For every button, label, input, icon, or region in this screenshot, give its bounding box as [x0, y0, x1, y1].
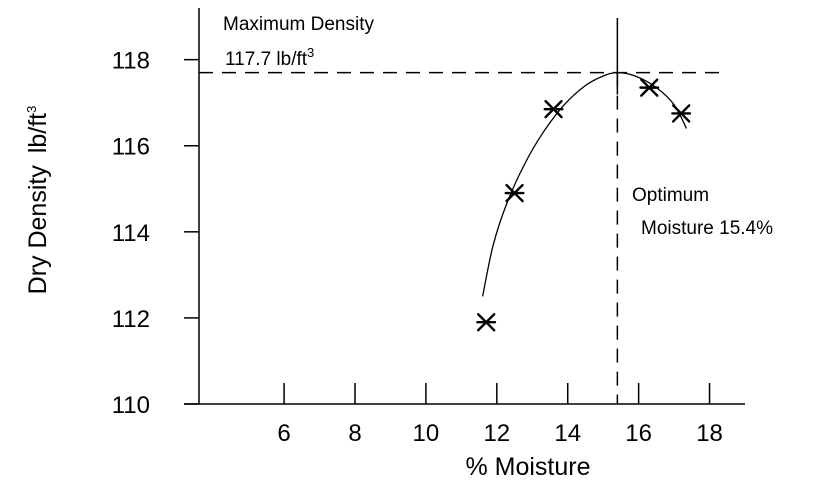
optimum-moisture-label-line1: Optimum: [632, 185, 709, 206]
data-point-1: [476, 313, 497, 332]
y-tick-label-112: 112: [112, 306, 150, 333]
y-tick-label-116: 116: [112, 134, 150, 161]
x-tick-label-18: 18: [696, 420, 723, 447]
x-tick-label-14: 14: [554, 420, 581, 447]
x-tick-label-12: 12: [483, 420, 510, 447]
x-tick-label-10: 10: [413, 420, 440, 447]
optimum-moisture-label-line2: Moisture 15.4%: [641, 218, 773, 239]
max-density-title: Maximum Density: [223, 14, 374, 35]
y-axis-title: Dry Densitylb/ft3: [24, 106, 52, 295]
max-density-value: 117.7 lb/ft3: [225, 45, 314, 70]
y-tick-label-118: 118: [112, 48, 150, 75]
x-axis-title: % Moisture: [465, 453, 590, 481]
x-tick-label-16: 16: [625, 420, 652, 447]
x-tick-label-8: 8: [348, 420, 361, 447]
y-tick-label-114: 114: [112, 220, 150, 247]
data-point-3: [543, 99, 564, 119]
data-point-5: [671, 104, 692, 123]
data-point-2: [504, 183, 525, 203]
y-tick-label-110: 110: [112, 392, 150, 419]
data-point-4: [639, 78, 660, 97]
x-tick-label-6: 6: [277, 420, 290, 447]
